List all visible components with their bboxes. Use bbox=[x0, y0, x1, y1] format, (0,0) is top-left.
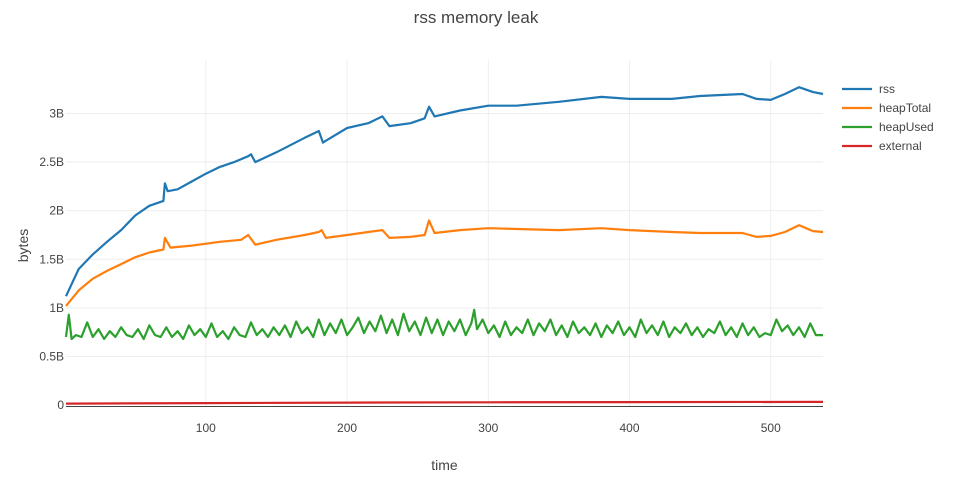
y-tick-labels: 0 0.5B 1B 1.5B 2B 2.5B 3B bbox=[39, 106, 64, 412]
x-tick-label: 300 bbox=[478, 421, 498, 435]
grid-layer bbox=[66, 60, 823, 407]
y-tick-label: 0.5B bbox=[39, 349, 64, 363]
y-tick-label: 2B bbox=[49, 204, 64, 218]
series-line-rss[interactable] bbox=[65, 86, 824, 297]
series-line-external[interactable] bbox=[65, 400, 824, 405]
legend-label: heapTotal bbox=[879, 101, 931, 115]
x-tick-labels: 100 200 300 400 500 bbox=[196, 421, 781, 435]
legend[interactable]: rss heapTotal heapUsed external bbox=[842, 82, 934, 153]
x-axis-title: time bbox=[431, 457, 458, 473]
series-line-heaptotal[interactable] bbox=[65, 219, 824, 307]
x-tick-label: 500 bbox=[761, 421, 781, 435]
legend-label: rss bbox=[879, 82, 895, 96]
series-layer bbox=[64, 86, 824, 405]
x-tick-label: 400 bbox=[619, 421, 639, 435]
x-tick-label: 200 bbox=[337, 421, 357, 435]
y-axis-title: bytes bbox=[15, 229, 31, 262]
series-line-heapused[interactable] bbox=[64, 308, 823, 341]
legend-item-heapused[interactable]: heapUsed bbox=[842, 120, 934, 134]
legend-item-external[interactable]: external bbox=[842, 139, 922, 153]
legend-label: external bbox=[879, 139, 922, 153]
legend-item-rss[interactable]: rss bbox=[842, 82, 895, 96]
y-tick-label: 1B bbox=[49, 301, 64, 315]
y-tick-label: 0 bbox=[57, 398, 64, 412]
y-tick-label: 3B bbox=[49, 106, 64, 120]
chart-title: rss memory leak bbox=[414, 8, 539, 27]
x-tick-label: 100 bbox=[196, 421, 216, 435]
y-tick-label: 2.5B bbox=[39, 155, 64, 169]
legend-item-heaptotal[interactable]: heapTotal bbox=[842, 101, 931, 115]
legend-label: heapUsed bbox=[879, 120, 934, 134]
y-tick-label: 1.5B bbox=[39, 252, 64, 266]
